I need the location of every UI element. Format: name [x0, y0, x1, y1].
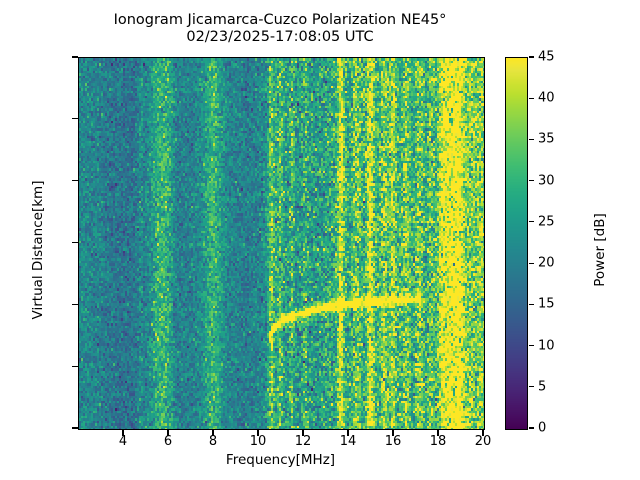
x-tick-label: 4 — [118, 434, 128, 449]
colorbar-tick-mark — [528, 345, 534, 347]
x-tick-mark — [347, 429, 349, 436]
colorbar — [505, 57, 528, 430]
x-tick-label: 14 — [339, 434, 357, 449]
colorbar-label: Power [dB] — [592, 213, 608, 287]
colorbar-gradient — [506, 58, 527, 429]
x-tick-mark — [122, 429, 124, 436]
colorbar-tick-label: 35 — [538, 131, 555, 147]
colorbar-tick-mark — [528, 386, 534, 388]
y-tick-mark — [71, 241, 78, 244]
x-tick-label: 18 — [429, 434, 447, 449]
x-tick-mark — [167, 429, 169, 436]
y-tick-mark — [71, 56, 78, 58]
colorbar-tick-mark — [528, 180, 534, 182]
y-tick-mark — [71, 365, 78, 367]
colorbar-tick-label: 5 — [538, 379, 547, 395]
colorbar-tick-label: 0 — [538, 420, 547, 436]
figure-title: Ionogram Jicamarca-Cuzco Polarization NE… — [113, 12, 447, 45]
x-tick-mark — [212, 429, 214, 436]
colorbar-tick-mark — [528, 427, 534, 429]
colorbar-tick-mark — [528, 262, 534, 264]
colorbar-tick-label: 10 — [538, 338, 555, 354]
colorbar-tick-mark — [528, 138, 534, 140]
x-tick-label: 20 — [474, 434, 492, 449]
y-tick-mark — [71, 303, 78, 305]
x-tick-label: 16 — [384, 434, 402, 449]
colorbar-tick-label: 15 — [538, 296, 555, 312]
x-axis-label: Frequency[MHz] — [225, 452, 336, 468]
y-tick-mark — [71, 118, 78, 120]
ionogram-plot-area — [78, 57, 485, 430]
colorbar-tick-mark — [528, 56, 534, 58]
x-tick-label: 12 — [294, 434, 312, 449]
x-tick-mark — [257, 429, 259, 436]
y-tick-mark — [71, 427, 78, 429]
colorbar-tick-label: 40 — [538, 90, 555, 106]
ionogram-heatmap-canvas — [79, 58, 484, 429]
y-axis-label: Virtual Distance[km] — [30, 180, 46, 320]
x-tick-label: 8 — [208, 434, 218, 449]
x-tick-mark — [302, 429, 304, 436]
y-tick-mark — [71, 180, 78, 182]
x-tick-mark — [482, 429, 484, 436]
x-tick-mark — [437, 429, 439, 436]
colorbar-tick-label: 45 — [538, 49, 555, 65]
x-tick-label: 6 — [163, 434, 173, 449]
x-tick-label: 10 — [249, 434, 267, 449]
colorbar-tick-label: 25 — [538, 214, 555, 230]
colorbar-tick-mark — [528, 221, 534, 223]
colorbar-tick-mark — [528, 303, 534, 305]
x-tick-mark — [392, 429, 394, 436]
colorbar-tick-mark — [528, 97, 534, 99]
colorbar-tick-label: 30 — [538, 173, 555, 189]
colorbar-tick-label: 20 — [538, 255, 555, 271]
